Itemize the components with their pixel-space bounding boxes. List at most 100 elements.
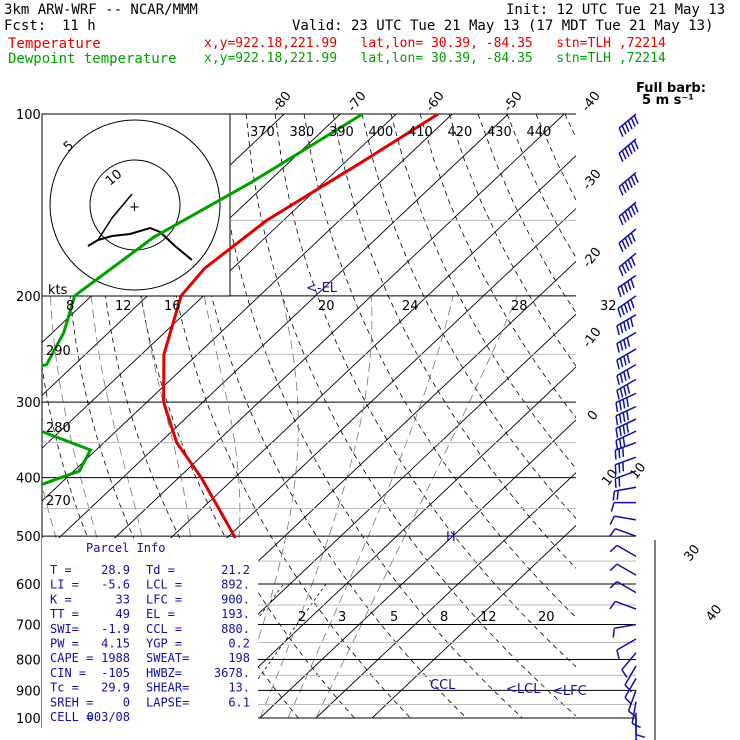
wind-barb — [617, 274, 637, 298]
wind-barb-flag — [627, 235, 633, 245]
isotherm-label--30: -30 — [580, 167, 605, 193]
wind-barb-flag — [622, 412, 626, 422]
wind-barb-flag — [626, 353, 631, 364]
wind-barb-flag — [624, 122, 630, 132]
wind-barb-flag — [620, 305, 625, 316]
wind-barb-flag — [609, 601, 616, 610]
wind-barb-flag — [618, 414, 622, 424]
isotherm-label--70: -70 — [345, 89, 370, 115]
h-marker: H — [446, 530, 456, 545]
parcel-row-5-value-b: 0.2 — [228, 637, 250, 651]
wind-speed-label-30: 30 — [681, 542, 703, 564]
parcel-row-5-value-a: 4.15 — [101, 637, 130, 651]
wind-barb-flag — [609, 581, 618, 589]
wind-barb — [616, 378, 637, 400]
wind-barb — [615, 430, 637, 450]
speed-tick-20: 20 — [318, 299, 335, 314]
dry-adiabat-460 — [535, 114, 576, 202]
parcel-row-1-value-b: 892. — [221, 578, 250, 592]
pressure-label-500: 500 — [16, 530, 41, 545]
pressure-label-300: 300 — [16, 396, 41, 411]
isotherm-40 — [315, 472, 576, 719]
wind-barb-flag — [623, 303, 629, 314]
wind-barb-flag — [610, 502, 615, 512]
wind-barb-flag — [617, 287, 622, 298]
speed-tick-12: 12 — [115, 299, 132, 314]
theta-label-440: 440 — [527, 125, 552, 140]
dewpoint-legend-info: x,y=922.18,221.99 lat,lon= 30.39, -84.35… — [204, 51, 666, 66]
wind-barb-flag — [618, 477, 621, 487]
wind-barb-flag — [621, 264, 627, 274]
parcel-row-4-label-a: SWI= — [50, 622, 79, 636]
wind-barb — [635, 712, 646, 739]
wind-barb-flag — [621, 669, 628, 678]
wind-barb-staff — [631, 701, 637, 724]
speed-axis-label: kts — [48, 283, 68, 298]
wind-barb-staff — [614, 623, 637, 629]
wind-barb-flag — [622, 447, 625, 457]
mixing-ratio-label-8: 8 — [440, 610, 448, 625]
wind-barb-flag — [624, 147, 630, 157]
wind-barb-flag — [624, 261, 630, 272]
isotherm-20 — [203, 366, 576, 719]
pressure-label-900: 900 — [16, 684, 41, 699]
parcel-row-2-label-a: K = — [50, 592, 72, 606]
wind-barb-flag — [612, 491, 616, 501]
isotherm--130 — [0, 114, 4, 718]
isotherm-label--40: -40 — [579, 89, 604, 115]
speed-tick-32: 32 — [600, 299, 617, 314]
parcel-row-0-label-a: T = — [50, 563, 72, 577]
wind-barb-flag — [615, 428, 619, 438]
wind-barb-staff — [627, 690, 637, 712]
wind-barb-flag — [627, 120, 633, 130]
wind-barb-flag — [617, 308, 622, 318]
parcel-row-8-label-a: Tc = — [50, 681, 79, 695]
theta-label-380: 380 — [290, 125, 315, 140]
mixing-ratio-label-12: 12 — [480, 610, 497, 625]
parcel-row-1-label-a: LI = — [50, 578, 79, 592]
theta-label-410: 410 — [408, 125, 433, 140]
wind-barb-flag — [619, 373, 624, 383]
wind-speed-label-10: 10 — [627, 460, 649, 482]
init-time: Init: 12 UTC Tue 21 May 13 — [506, 2, 726, 18]
isotherm-label--60: -60 — [423, 89, 448, 115]
wind-barb-flag — [618, 426, 622, 437]
wind-barb-flag — [622, 399, 626, 409]
wind-barb-flag — [609, 544, 618, 553]
wind-barb-flag — [626, 423, 629, 433]
lcl-marker: <LCL — [506, 682, 541, 697]
wind-barb-flag — [618, 400, 622, 411]
parcel-row-0-label-b: Td = — [146, 563, 175, 577]
wind-barb-flag — [627, 145, 633, 155]
isotherm-label--80: -80 — [270, 89, 295, 115]
wind-barb — [614, 470, 637, 488]
wind-barb — [609, 544, 637, 558]
wind-barb-staff — [624, 678, 637, 698]
isotherm-label--10: -10 — [580, 325, 605, 351]
dry-adiabat-390 — [332, 114, 576, 569]
dry-adiabat-410 — [390, 114, 576, 470]
forecast-hour: 11 h — [62, 18, 96, 34]
hodograph-origin-marker: + — [129, 200, 140, 215]
mixing-ratio-label-5: 5 — [390, 610, 398, 625]
theta-label-290: 290 — [46, 344, 71, 359]
wind-barb — [618, 113, 639, 138]
wind-barb-flag — [623, 355, 627, 366]
wind-barb-flag — [618, 127, 624, 138]
temperature-legend-label: Temperature — [8, 36, 101, 52]
parcel-row-4-value-b: 880. — [221, 622, 250, 636]
wind-barb-flag — [619, 341, 624, 351]
wind-barb-flag — [619, 323, 624, 334]
wind-barb-staff — [616, 580, 637, 594]
wind-barb-staff — [616, 563, 637, 576]
parcel-row-7-value-a: -105 — [101, 666, 130, 680]
wind-barb — [618, 201, 639, 226]
wind-barb — [614, 441, 637, 460]
wind-barb-flag — [618, 448, 621, 459]
barb-legend-label: Full barb: — [636, 81, 706, 96]
wind-barb-flag — [621, 150, 627, 160]
wind-barb — [617, 295, 637, 318]
parcel-row-10-label-a: CELL = — [50, 710, 93, 724]
el-marker: <-EL — [306, 281, 338, 296]
wind-barb-flag — [618, 186, 624, 196]
